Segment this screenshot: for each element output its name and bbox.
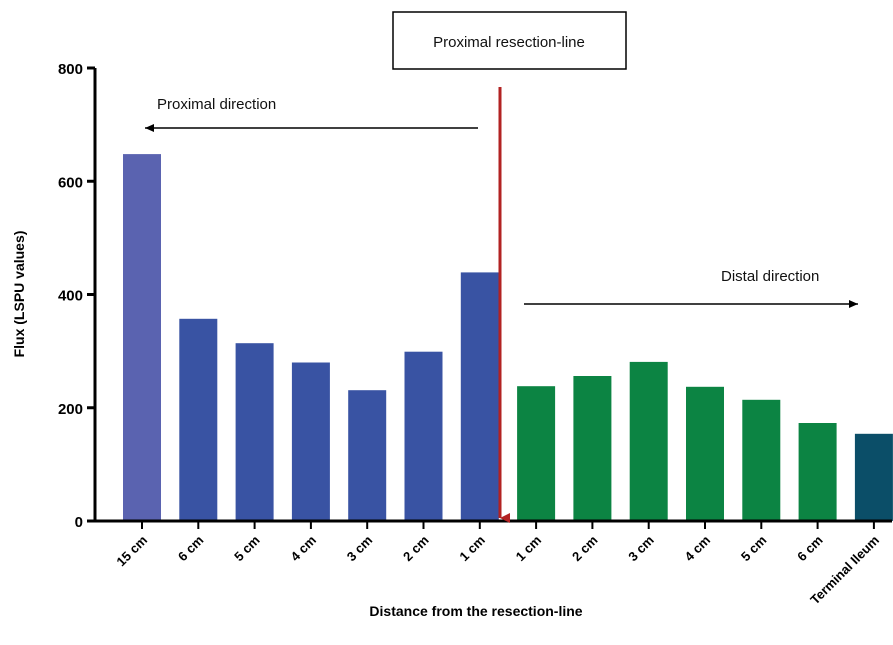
y-tick-label: 600 (58, 174, 83, 191)
x-tick-label: 2 cm (569, 533, 601, 565)
x-axis-title: Distance from the resection-line (369, 603, 582, 619)
y-tick-label: 200 (58, 401, 83, 418)
bar-11 (686, 386, 724, 521)
y-ticks: 0 200 400 600 800 (58, 61, 95, 531)
x-tick-label: 3 cm (344, 533, 376, 565)
proximal-direction-annotation: Proximal direction (145, 96, 478, 132)
y-tick-label: 800 (58, 61, 83, 78)
x-tick-label: 6 cm (175, 533, 207, 565)
x-tick-label: 15 cm (113, 533, 150, 570)
bar-2 (179, 318, 218, 521)
bar-10 (629, 361, 668, 521)
bar-8 (517, 386, 556, 521)
proximal-direction-label: Proximal direction (157, 96, 276, 113)
resection-label: Proximal resection-line (433, 34, 585, 51)
resection-line-annotation: Proximal resection-line (392, 11, 627, 523)
distal-direction-label: Distal direction (721, 268, 819, 285)
resection-label-box (392, 11, 627, 70)
x-tick-label: 4 cm (287, 533, 319, 565)
bar-9 (573, 376, 612, 521)
bar-4 (291, 362, 330, 521)
x-tick-label: 6 cm (794, 533, 826, 565)
x-ticks: 15 cm 6 cm 5 cm 4 cm 3 cm 2 cm 1 cm 1 cm 2 cm 3 c… (113, 521, 882, 607)
bar-12 (742, 399, 781, 521)
bar-5 (348, 390, 387, 521)
bar-14 (854, 433, 893, 521)
bar-1 (123, 154, 161, 521)
y-axis-title: Flux (LSPU values) (11, 231, 27, 358)
bar-6 (404, 351, 443, 521)
bars-layer (123, 154, 893, 521)
y-tick-label: 400 (58, 288, 83, 305)
x-tick-label: 1 cm (456, 533, 488, 565)
x-tick-label: 4 cm (682, 533, 714, 565)
distal-direction-annotation: Distal direction (524, 268, 858, 308)
x-tick-label: 2 cm (400, 533, 432, 565)
x-tick-label: 5 cm (231, 533, 263, 565)
x-tick-label: 5 cm (738, 533, 770, 565)
bar-3 (235, 343, 274, 521)
bar-7 (460, 272, 499, 521)
x-tick-label: 3 cm (625, 533, 657, 565)
x-tick-label: 1 cm (513, 533, 545, 565)
y-tick-label: 0 (75, 514, 83, 531)
bar-13 (798, 423, 837, 521)
